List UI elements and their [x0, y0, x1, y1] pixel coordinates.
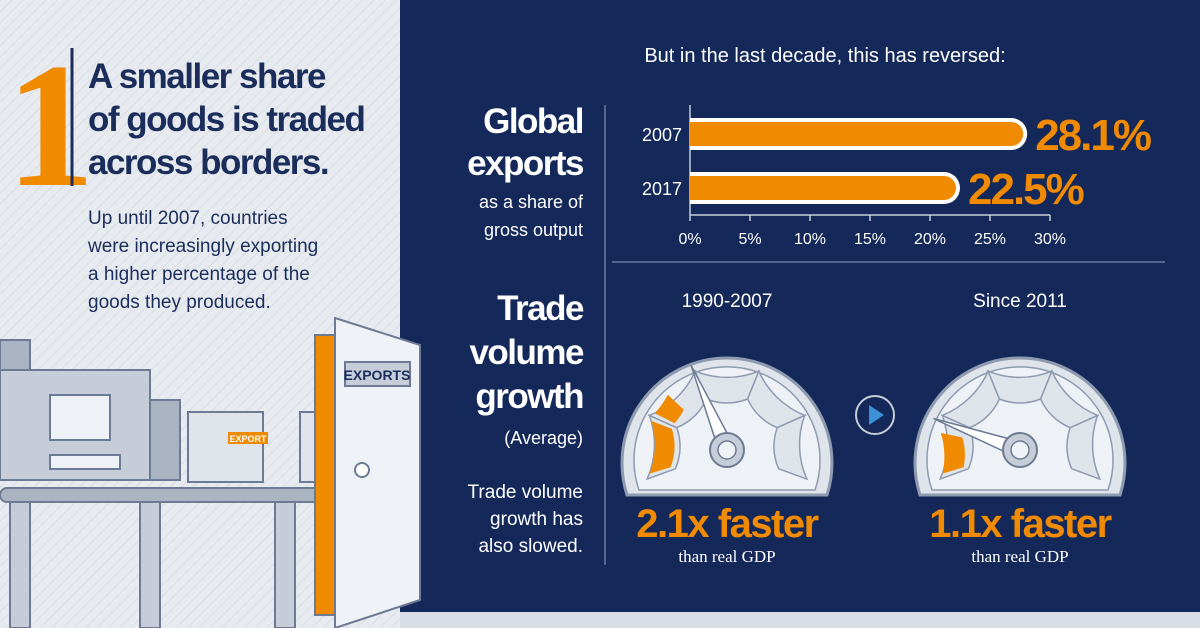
title-line: Trade: [497, 289, 584, 328]
door-frame: [314, 334, 336, 616]
intro: But in the last decade, this has reverse…: [644, 45, 1005, 67]
right-background: [400, 0, 1200, 612]
gauge-value: 1.1x faster: [929, 502, 1111, 546]
gauge-segment: [1066, 414, 1102, 481]
bottom-strip: [400, 612, 1200, 628]
gauge-segment: [986, 369, 1054, 404]
conveyor: [0, 487, 346, 503]
title-line: exports: [467, 144, 584, 183]
gauge-knob-inner: [1010, 440, 1030, 460]
box: [187, 411, 264, 483]
gauge-segment: [693, 369, 761, 404]
door-handle: [354, 462, 370, 478]
y-tick-label: 2007: [642, 125, 682, 145]
left-body: Up until 2007, countries were increasing…: [87, 208, 318, 313]
x-tick-label: 25%: [974, 231, 1006, 248]
machine-buttons: [49, 454, 121, 470]
play-icon: [855, 395, 895, 435]
exports-subtitle: as a share of gross output: [479, 192, 584, 240]
bar-chart: 0% 5% 10% 15% 20% 25% 30% 2007 28.1% 2017 22.5%: [642, 105, 1153, 248]
left-title: A smaller share of goods is traded acros…: [88, 57, 366, 182]
x-tick-label: 15%: [854, 231, 886, 248]
body-line: were increasingly exporting: [87, 236, 318, 257]
body-line: Up until 2007, countries: [88, 208, 288, 229]
leg: [139, 501, 161, 628]
factory-illustration: EXPORT EXPORTS: [0, 316, 421, 628]
growth-subtitle: (Average): [504, 428, 583, 448]
machine-top: [0, 339, 31, 371]
export-stamp: [228, 432, 268, 444]
gauge-segment: [746, 369, 807, 429]
box-label: EXPORT: [229, 434, 267, 444]
exports-title: Global exports: [467, 102, 585, 183]
bar-fill: [690, 122, 1024, 146]
gauge-caption: than real GDP: [678, 547, 775, 566]
title-line: Global: [483, 102, 583, 141]
y-tick-label: 2017: [642, 179, 682, 199]
subtitle-line: as a share of: [479, 192, 584, 212]
bar-fill: [690, 176, 956, 200]
door-sign: [344, 361, 411, 387]
note-line: Trade volume: [468, 482, 583, 503]
leg: [9, 501, 31, 628]
title-line: volume: [469, 333, 584, 372]
machine-arm: [149, 399, 181, 481]
x-tick-label: 0%: [678, 231, 701, 248]
x-tick-label: 5%: [738, 231, 761, 248]
title-line: growth: [475, 377, 583, 416]
gauge-segment: [773, 414, 809, 481]
door: [334, 316, 421, 628]
gauge-fill: [649, 420, 675, 474]
growth-title: Trade volume growth: [469, 289, 585, 416]
gauge-caption: than real GDP: [971, 547, 1068, 566]
gauge-knob-inner: [717, 440, 737, 460]
title-line: A smaller share: [88, 57, 326, 96]
door-label: EXPORTS: [344, 367, 411, 383]
x-tick-label: 10%: [794, 231, 826, 248]
gauge-segment: [1039, 369, 1100, 429]
gauge-fill: [940, 432, 965, 474]
title-line: across borders.: [88, 143, 328, 182]
machine-screen: [49, 394, 111, 441]
value-label: 22.5%: [968, 165, 1084, 214]
gauge-period: Since 2011: [973, 291, 1067, 312]
note-line: also slowed.: [478, 536, 583, 557]
x-tick-label: 20%: [914, 231, 946, 248]
title-line: of goods is traded: [88, 100, 364, 139]
x-tick-label: 30%: [1034, 231, 1066, 248]
section-number: 1: [6, 26, 95, 224]
growth-note: Trade volume growth has also slowed.: [468, 482, 583, 557]
subtitle-line: gross output: [484, 220, 583, 240]
gauge-fill: [654, 394, 684, 424]
gauge-value: 2.1x faster: [636, 502, 818, 546]
note-line: growth has: [490, 509, 583, 530]
leg: [274, 501, 296, 628]
body-line: a higher percentage of the: [88, 264, 310, 285]
gauge-period: 1990-2007: [682, 291, 773, 312]
gauge-segment: [940, 369, 1001, 429]
value-label: 28.1%: [1035, 111, 1151, 160]
body-line: goods they produced.: [88, 292, 271, 313]
